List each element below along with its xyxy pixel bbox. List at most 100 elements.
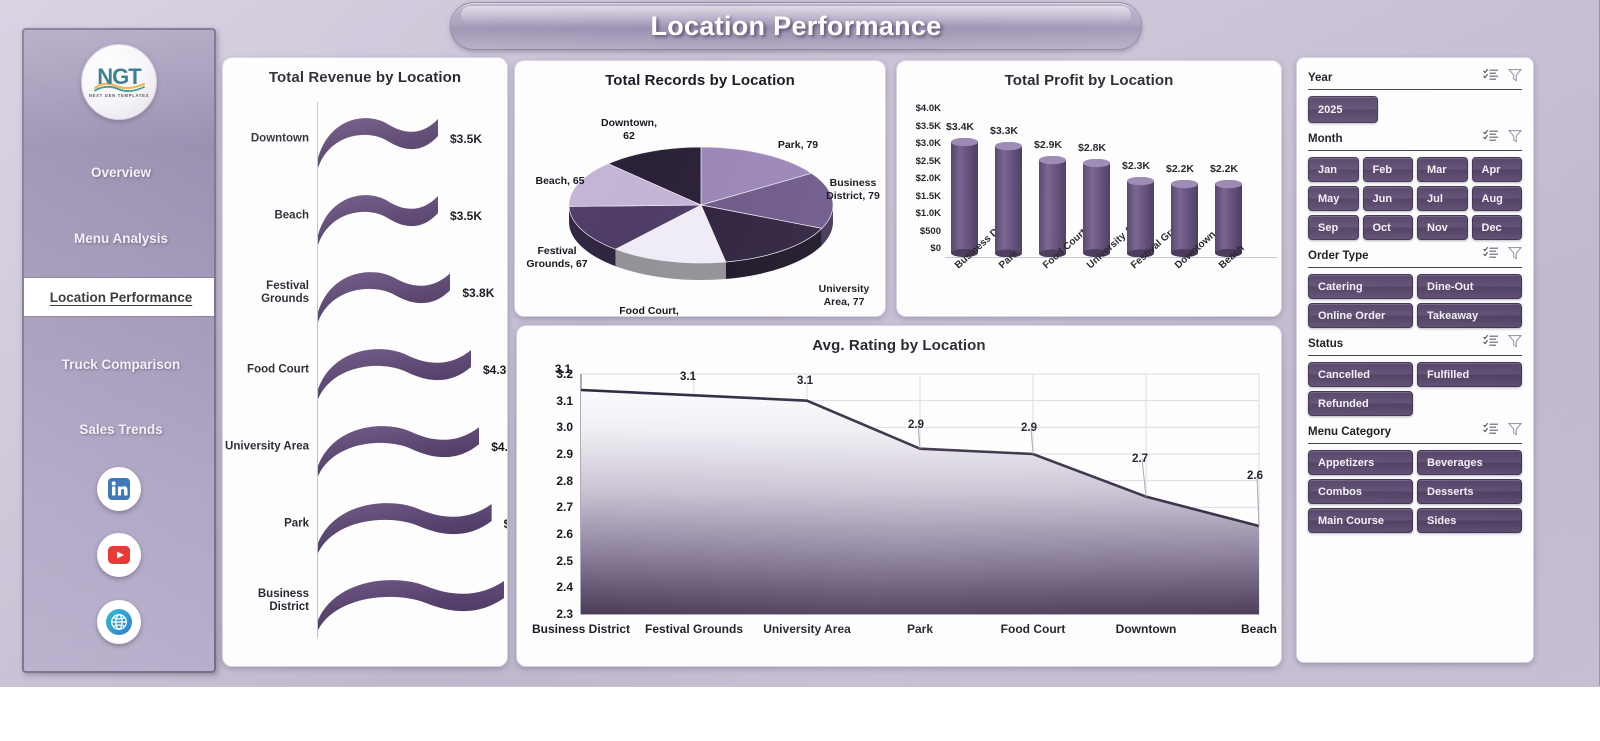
slicer-options: 2025 <box>1308 96 1419 123</box>
sidebar-item-location-performance[interactable]: Location Performance <box>24 277 214 317</box>
slicer-title: Year <box>1308 71 1333 84</box>
multiselect-icon[interactable] <box>1483 422 1499 441</box>
multiselect-icon[interactable] <box>1483 68 1499 87</box>
revenue-category-label: University Area <box>225 440 309 453</box>
slicer-title: Menu Category <box>1308 425 1392 438</box>
slicer-option-jan[interactable]: Jan <box>1308 157 1359 182</box>
slicer-option-desserts[interactable]: Desserts <box>1417 479 1522 504</box>
slicer-icon-group <box>1483 334 1523 353</box>
sidebar-item-sales-trends[interactable]: Sales Trends <box>24 409 214 449</box>
profit-bar[interactable] <box>995 141 1022 257</box>
slicer-title: Status <box>1308 337 1344 350</box>
slicer-option-cancelled[interactable]: Cancelled <box>1308 362 1413 387</box>
linkedin-icon[interactable] <box>97 467 141 511</box>
slicer-option-fulfilled[interactable]: Fulfilled <box>1417 362 1522 387</box>
slicer-option-apr[interactable]: Apr <box>1471 157 1522 182</box>
rating-y-tick: 2.3 <box>556 607 573 621</box>
slicer-option-aug[interactable]: Aug <box>1471 186 1522 211</box>
profit-y-tick: $2.0K <box>915 173 941 184</box>
revenue-bar-row[interactable]: Downtown $3.5K <box>223 106 507 172</box>
slicer-option-mar[interactable]: Mar <box>1417 157 1468 182</box>
multiselect-icon[interactable] <box>1483 246 1499 265</box>
sidebar-item-overview[interactable]: Overview <box>24 152 214 192</box>
revenue-bar[interactable] <box>318 183 438 249</box>
revenue-bar[interactable] <box>318 337 471 403</box>
revenue-bar-row[interactable]: Festival Grounds $3.8K <box>223 260 507 326</box>
pie-slice[interactable] <box>568 163 702 207</box>
clear-filter-icon[interactable] <box>1507 246 1523 265</box>
rating-y-tick: 2.7 <box>556 500 573 515</box>
slicer-option-feb[interactable]: Feb <box>1362 157 1413 182</box>
rating-x-tick: University Area <box>763 622 851 636</box>
pie-slice-label: Business District, 79 <box>826 177 880 202</box>
pie-slice-label: Food Court, 71 <box>619 305 679 317</box>
profit-bar[interactable] <box>1171 179 1198 257</box>
revenue-bar-row[interactable]: Food Court $4.3K <box>223 337 507 403</box>
pie-chart-svg <box>568 146 834 280</box>
slicer-option-appetizers[interactable]: Appetizers <box>1308 450 1413 475</box>
slicer-option-main-course[interactable]: Main Course <box>1308 508 1413 533</box>
clear-filter-icon[interactable] <box>1507 129 1523 148</box>
slicer-option-nov[interactable]: Nov <box>1417 215 1468 240</box>
slicer-option-dine-out[interactable]: Dine-Out <box>1417 274 1522 299</box>
revenue-bar[interactable] <box>318 491 492 557</box>
pie-chart: Park, 79 Business District, 79 University … <box>515 87 885 317</box>
slicer-option-catering[interactable]: Catering <box>1308 274 1413 299</box>
slicer-option-takeaway[interactable]: Takeaway <box>1417 303 1522 328</box>
multiselect-icon[interactable] <box>1483 334 1499 353</box>
clear-filter-icon[interactable] <box>1507 422 1523 441</box>
slicer-option-refunded[interactable]: Refunded <box>1308 391 1413 416</box>
slicer-option-dec[interactable]: Dec <box>1471 215 1522 240</box>
clear-filter-icon[interactable] <box>1507 334 1523 353</box>
pie-slice[interactable] <box>700 204 823 263</box>
pie-slice[interactable] <box>614 204 727 264</box>
rating-chart-svg <box>580 373 1260 615</box>
profit-bar[interactable] <box>1127 176 1154 257</box>
website-icon[interactable] <box>97 600 141 644</box>
rating-y-tick: 3.1 <box>556 393 573 408</box>
profit-y-tick: $500 <box>919 225 941 237</box>
sidebar-item-truck-comparison[interactable]: Truck Comparison <box>24 344 214 384</box>
slicer-option-sep[interactable]: Sep <box>1308 215 1359 240</box>
slicer-option-combos[interactable]: Combos <box>1308 479 1413 504</box>
revenue-bar-row[interactable]: University Area $4.5K <box>223 414 507 480</box>
revenue-bar-row[interactable]: Beach $3.5K <box>223 183 507 249</box>
profit-bar[interactable] <box>1039 155 1066 257</box>
pie-slice[interactable] <box>607 146 702 206</box>
revenue-category-label: Food Court <box>247 363 309 376</box>
profit-bar[interactable] <box>1215 179 1242 257</box>
profit-bar[interactable] <box>951 137 978 257</box>
slicer-option-2025[interactable]: 2025 <box>1308 96 1378 123</box>
revenue-bar[interactable] <box>318 260 451 326</box>
sidebar-item-menu-analysis[interactable]: Menu Analysis <box>24 218 214 258</box>
pie-slice[interactable] <box>700 172 834 229</box>
slicer-option-jul[interactable]: Jul <box>1417 186 1468 211</box>
multiselect-icon[interactable] <box>1483 129 1499 148</box>
page-title: Location Performance <box>650 10 942 41</box>
clear-filter-icon[interactable] <box>1507 68 1523 87</box>
slicer-order-type: Order Type Catering Dine-Out Online Order T… <box>1308 246 1523 328</box>
revenue-category-label: Beach <box>274 209 309 222</box>
sidebar-item-label: Sales Trends <box>79 421 163 437</box>
slicer-option-beverages[interactable]: Beverages <box>1417 450 1522 475</box>
revenue-bar[interactable] <box>318 106 438 172</box>
slicer-option-sides[interactable]: Sides <box>1417 508 1522 533</box>
revenue-bar[interactable] <box>318 414 480 480</box>
revenue-category-label: Downtown <box>250 132 309 145</box>
youtube-icon[interactable] <box>97 533 141 577</box>
revenue-bar[interactable] <box>318 568 504 634</box>
slicer-options: Cancelled Fulfilled Refunded <box>1308 362 1522 416</box>
revenue-bar-row[interactable]: Park $4.8K <box>223 491 507 557</box>
slicer-options: Appetizers Beverages Combos Desserts Main Co… <box>1308 450 1522 533</box>
slicer-option-oct[interactable]: Oct <box>1362 215 1413 240</box>
panel-title-rating: Avg. Rating by Location <box>812 337 986 354</box>
pie-slice-label: Festival Grounds, 67 <box>526 245 588 270</box>
slicer-option-jun[interactable]: Jun <box>1362 186 1413 211</box>
pie-slice[interactable] <box>700 146 813 206</box>
slicer-option-may[interactable]: May <box>1308 186 1359 211</box>
slicer-option-online-order[interactable]: Online Order <box>1308 303 1413 328</box>
profit-chart: $4.0K $3.5K $3.0K $2.5K $2.0K $1.5K $1.0K $500 $… <box>897 85 1281 316</box>
profit-bar[interactable] <box>1083 158 1110 257</box>
pie-slice[interactable] <box>568 204 702 250</box>
